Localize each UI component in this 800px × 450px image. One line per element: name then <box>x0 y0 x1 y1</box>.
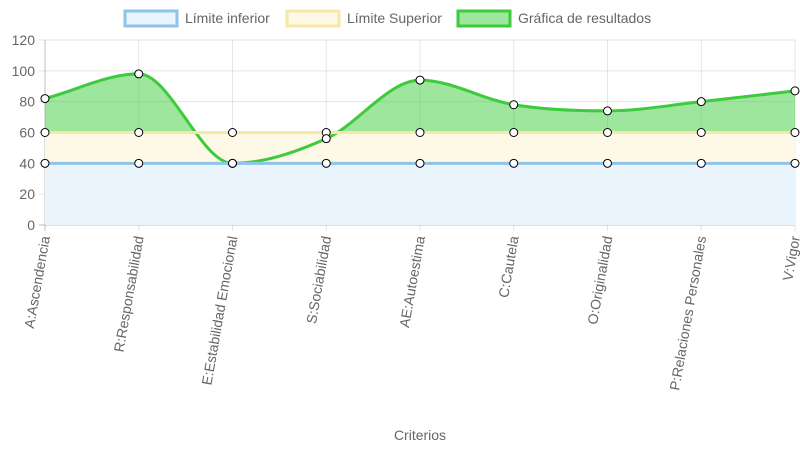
legend-swatch[interactable] <box>123 9 179 28</box>
data-point[interactable] <box>40 128 50 137</box>
x-tick-label: R:Responsabilidad <box>111 235 147 354</box>
data-point[interactable] <box>790 128 800 137</box>
legend-label[interactable]: Límite Superior <box>347 10 442 26</box>
x-tick-label: AE:Autoestima <box>396 235 428 329</box>
data-point[interactable] <box>228 128 237 137</box>
data-point[interactable] <box>40 94 50 104</box>
y-tick-label: 80 <box>19 94 35 110</box>
x-tick-label: O:Originalidad <box>584 235 615 326</box>
data-point[interactable] <box>321 158 331 168</box>
x-axis-ticks: A:Ascendencia R:Responsabilidad E:Estabili… <box>21 234 800 391</box>
series-areas <box>45 73 795 226</box>
data-point[interactable] <box>790 86 800 96</box>
data-point[interactable] <box>134 69 144 79</box>
data-point[interactable] <box>134 128 144 137</box>
legend-swatch[interactable] <box>285 9 341 28</box>
chart-legend: Límite inferior Límite Superior Gráfica de… <box>123 9 651 28</box>
x-tick-label: P:Relaciones Personales <box>666 235 709 392</box>
series-points <box>40 69 800 168</box>
y-axis-ticks: 0 20 40 60 80 100 120 <box>12 32 36 233</box>
data-point[interactable] <box>228 158 237 168</box>
y-tick-label: 120 <box>12 32 36 48</box>
data-point[interactable] <box>603 128 612 137</box>
data-point[interactable] <box>509 128 519 137</box>
x-tick-label: C:Cautela <box>495 235 522 299</box>
series-line-2 <box>44 72 796 165</box>
y-tick-label: 20 <box>19 186 35 202</box>
data-point[interactable] <box>603 106 612 116</box>
data-point[interactable] <box>696 158 706 168</box>
legend-label[interactable]: Gráfica de resultados <box>518 10 651 26</box>
data-point[interactable] <box>415 128 425 137</box>
legend-swatch[interactable] <box>456 9 512 28</box>
y-tick-label: 0 <box>27 217 35 233</box>
data-point[interactable] <box>415 158 425 168</box>
data-point[interactable] <box>603 158 612 168</box>
x-tick-label: E:Estabilidad Emocional <box>198 235 240 386</box>
x-axis-title: Criterios <box>394 427 446 443</box>
data-point[interactable] <box>790 158 800 168</box>
y-tick-label: 100 <box>12 63 36 79</box>
legend-label[interactable]: Límite inferior <box>185 10 270 26</box>
data-point[interactable] <box>696 128 706 137</box>
data-point[interactable] <box>40 158 50 168</box>
data-point[interactable] <box>415 75 425 85</box>
x-tick-label: S:Sociabilidad <box>303 235 334 325</box>
data-point[interactable] <box>509 158 519 168</box>
x-tick-label: V:Vigor <box>779 234 800 282</box>
data-point[interactable] <box>509 100 519 110</box>
x-tick-label: A:Ascendencia <box>21 235 53 330</box>
y-tick-label: 60 <box>19 125 35 141</box>
series-area-0 <box>45 163 795 225</box>
y-tick-label: 40 <box>19 155 35 171</box>
data-point[interactable] <box>134 158 144 168</box>
data-point[interactable] <box>696 97 706 107</box>
data-point[interactable] <box>321 134 331 144</box>
